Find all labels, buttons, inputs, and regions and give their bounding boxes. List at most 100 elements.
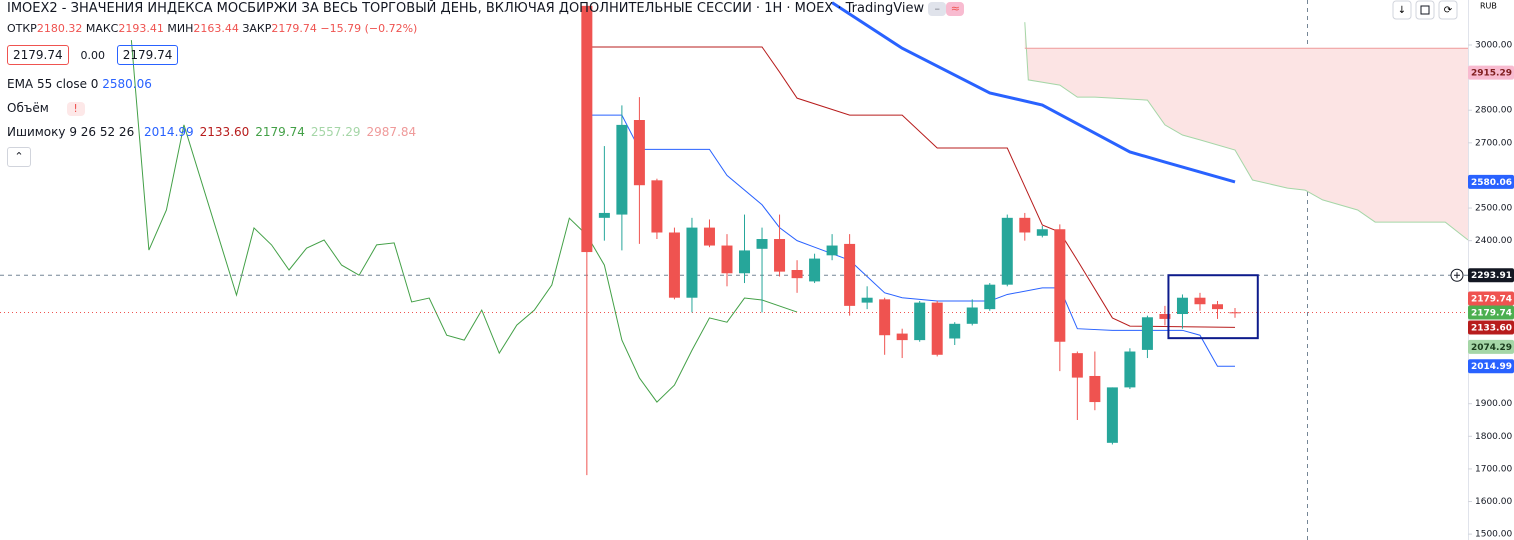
button[interactable] [1438, 0, 1458, 20]
candle-body [774, 239, 786, 272]
y-tick-label: 1700.00 [1475, 464, 1512, 474]
candle-body [896, 333, 908, 341]
icon: ⟳ [1444, 5, 1453, 16]
price-label: 2293.91 [1471, 271, 1512, 281]
ohlc-label: МИН [167, 22, 194, 35]
buy-button[interactable]: 2179.74 [116, 45, 179, 65]
ohlc-value: 2163.44 [193, 22, 239, 35]
candle-body [739, 250, 751, 274]
indicator-value: 2014.99 [144, 125, 194, 139]
candle-body [1194, 297, 1206, 305]
spread: 0.00 [80, 49, 105, 62]
volume-row: Объём ! [7, 101, 85, 116]
candle-body [984, 284, 996, 310]
indicator-value: 2987.84 [366, 125, 417, 139]
collapse-row: ⌃ [7, 147, 31, 167]
candle-body [1001, 217, 1013, 285]
sell-button[interactable]: 2179.74 [7, 45, 69, 65]
candle-body [616, 124, 628, 215]
chart-title: IMOEX2 - ЗНАЧЕНИЯ ИНДЕКСА МОСБИРЖИ ЗА ВЕ… [7, 1, 925, 16]
candle-body [1071, 353, 1083, 378]
candle-body [1054, 229, 1066, 342]
axis-toolbar: ↓ ⟳ RUB [1392, 0, 1497, 20]
price-label: 2580.06 [1471, 178, 1512, 188]
candle-body [1036, 229, 1048, 236]
price-label: 2179.74 [1471, 294, 1512, 304]
candle-body [826, 245, 838, 256]
indicator-values: 2014.99 2133.60 2179.74 2557.29 2987.84 [138, 125, 416, 139]
candle-body [949, 323, 961, 339]
y-tick-label: 1600.00 [1475, 497, 1512, 507]
candle-body [1229, 312, 1241, 314]
candle-body [966, 307, 978, 324]
candle-body [879, 299, 891, 336]
candle-body [721, 245, 733, 274]
change: −15.79 (−0.72%) [320, 22, 418, 35]
indicator-value: 2557.29 [310, 125, 361, 139]
buttons-row: 2179.74 0.00 2179.74 [7, 45, 179, 65]
candle-body [598, 212, 610, 218]
line-lagging [130, 40, 798, 403]
line-ema [831, 1, 1236, 184]
ichimoku-row: Ишимоку 9 26 52 26 2014.99 2133.60 2179.74… [7, 125, 416, 139]
collapse-button[interactable]: ⌃ [7, 147, 31, 167]
y-tick-label: 1500.00 [1475, 530, 1512, 540]
indicator-value: 2133.60 [199, 125, 250, 139]
candle-body [1124, 351, 1136, 388]
currency[interactable]: RUB [1480, 2, 1497, 11]
price-label-bg [1468, 174, 1514, 189]
price-label-bg [1468, 291, 1514, 306]
ohlc-value: 2180.32 [36, 22, 83, 35]
price-label-bg [1468, 305, 1514, 320]
candle-body [686, 227, 698, 298]
button[interactable] [1392, 0, 1412, 20]
line-span-a [1024, 22, 1468, 241]
candle-body [931, 302, 943, 355]
price-label: 2133.60 [1471, 324, 1512, 334]
y-tick-label: 1800.00 [1475, 432, 1512, 442]
indicator-name: Ишимоку 9 26 52 26 [7, 125, 135, 139]
ohlc-row: ОТКР2180.32 МАКС2193.41 МИН2163.44 ЗАКР2… [7, 22, 417, 35]
ohlc-label: ЗАКР [242, 22, 272, 35]
icon[interactable]: – [928, 1, 947, 16]
icon[interactable]: ≈ [946, 1, 965, 16]
price-label-bg [1468, 359, 1514, 374]
indicator-name: Объём [7, 101, 49, 115]
price-label-bg [1468, 339, 1514, 354]
candle-body [861, 297, 873, 303]
indicator-value: 2580.06 [102, 77, 152, 91]
indicator-name: EMA 55 close 0 [7, 77, 99, 91]
warning[interactable]: ! [66, 101, 85, 116]
candle-body [809, 258, 821, 282]
candle-body [703, 227, 715, 246]
ohlc-label: МАКС [85, 22, 119, 35]
indicator-value: 2179.74 [255, 125, 305, 139]
price-label: 2179.74 [1471, 308, 1512, 318]
title-row: IMOEX2 - ЗНАЧЕНИЯ ИНДЕКСА МОСБИРЖИ ЗА ВЕ… [7, 1, 965, 16]
ohlc-value: 2179.74 [271, 22, 317, 35]
candle-body [1141, 317, 1153, 350]
y-tick-label: 3000.00 [1475, 41, 1512, 51]
candle-body [1019, 217, 1031, 233]
price-label: 2014.99 [1471, 362, 1512, 372]
candle-body [844, 243, 856, 306]
y-tick-label: 1900.00 [1475, 399, 1512, 409]
plot-area [0, 1, 1468, 476]
line-conversion [586, 114, 1236, 367]
candle-body [756, 239, 768, 249]
button[interactable] [1415, 0, 1435, 20]
candle-body [1089, 375, 1101, 403]
candle-body [791, 270, 803, 279]
cloud-fill [1024, 22, 1468, 240]
candle-body [1211, 304, 1223, 310]
candle-body [1176, 297, 1188, 315]
ema-row: EMA 55 close 0 2580.06 [7, 77, 152, 91]
candle-body [1159, 314, 1171, 319]
icon [1420, 5, 1430, 15]
ohlc-value: 2193.41 [118, 22, 164, 35]
price-label: 2074.29 [1471, 343, 1512, 353]
candle-body [1106, 387, 1118, 443]
annotation-box [1167, 274, 1259, 340]
price-label-bg [1468, 268, 1514, 283]
